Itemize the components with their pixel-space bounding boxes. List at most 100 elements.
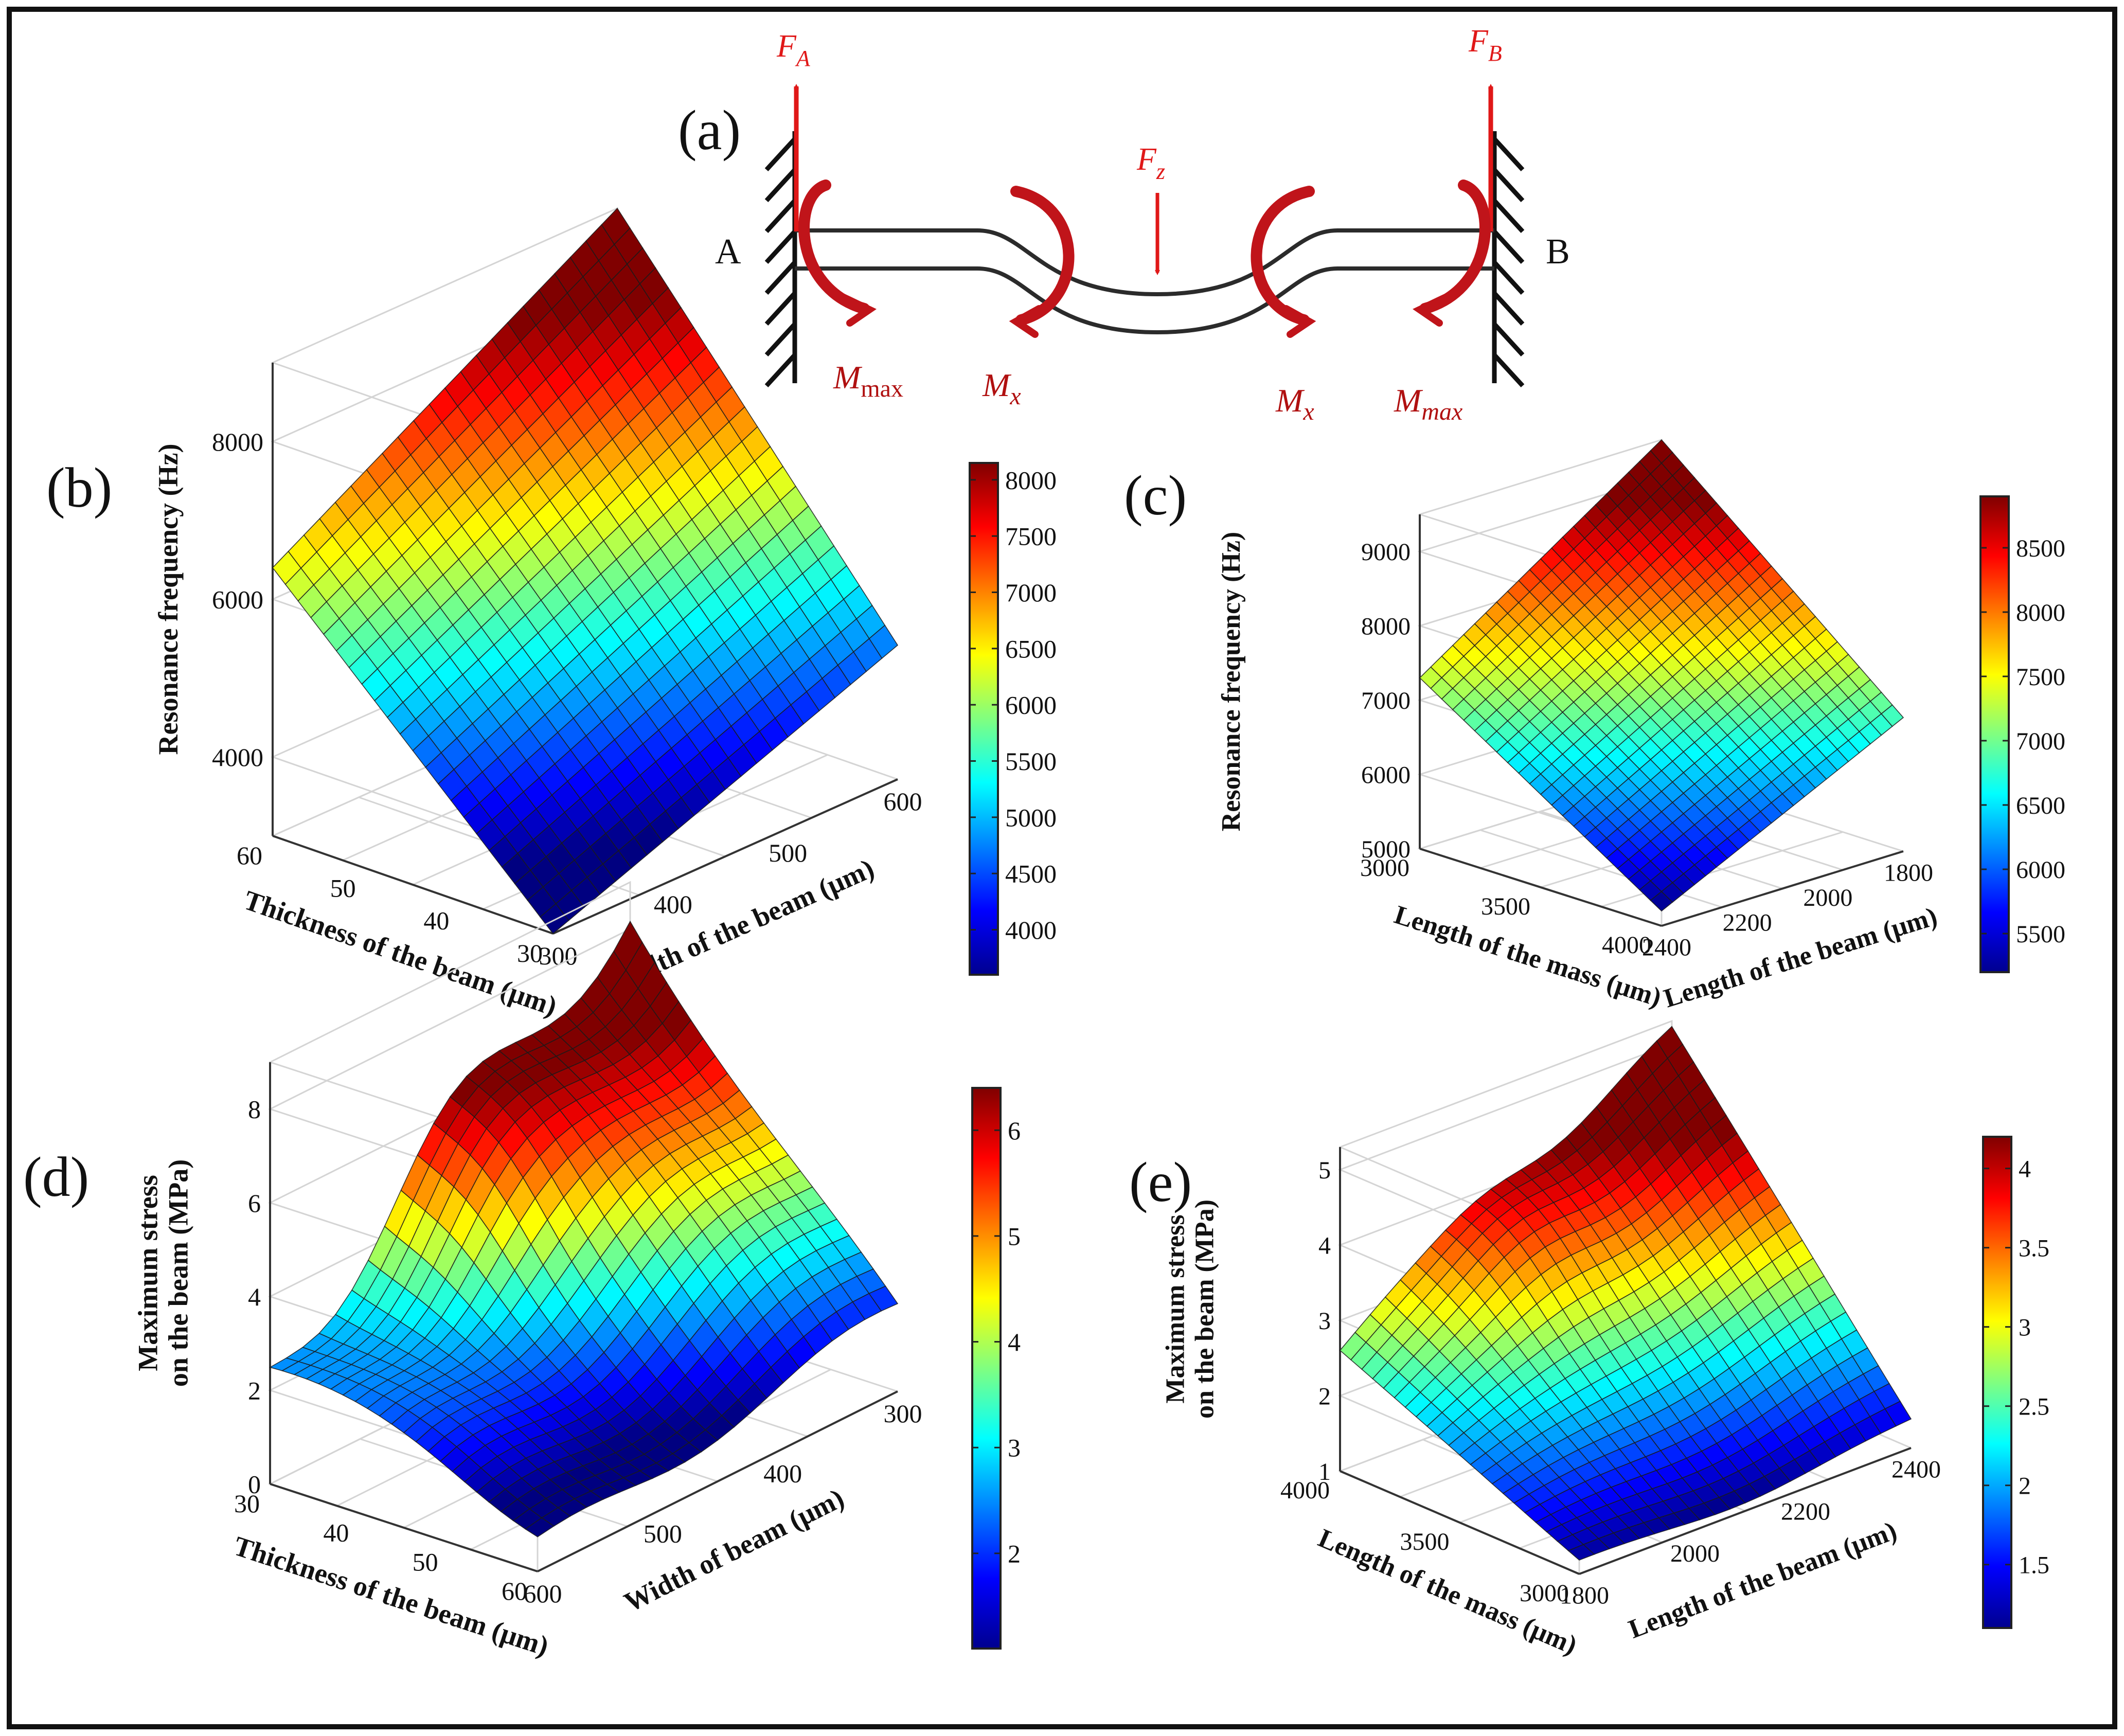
chart-d-xtick: 60 <box>502 1577 527 1605</box>
chart-b-axis-x <box>272 835 554 935</box>
force-b-label: FB <box>1468 24 1502 66</box>
chart-d-ztick: 6 <box>248 1189 261 1218</box>
moment-left-x-label: Mx <box>982 367 1021 410</box>
chart-d-ztick: 8 <box>248 1095 261 1124</box>
chart-e-colorbar-tick: 3.5 <box>2019 1234 2049 1262</box>
support-b-label: B <box>1546 232 1570 272</box>
chart-b-ytick: 500 <box>769 838 807 867</box>
chart-c-colorbar-tick: 8500 <box>2016 535 2065 562</box>
force-a-label: FA <box>776 29 811 71</box>
chart-b-ztick: 6000 <box>212 585 263 614</box>
chart-d-ytick: 600 <box>524 1579 562 1608</box>
moment-arrow-right-x <box>1251 186 1316 338</box>
chart-d-xtick: 40 <box>323 1518 349 1547</box>
chart-b-colorbar-tick: 4500 <box>1005 860 1057 888</box>
wall-right <box>1492 131 1525 388</box>
chart-d-ytick: 400 <box>763 1459 802 1488</box>
chart-c-ztick: 9000 <box>1361 539 1411 566</box>
chart-c-colorbar-tick: 6500 <box>2016 792 2065 819</box>
chart-b-colorbar: 4000 4500 5000 5500 6000 6500 7000 7500 8000 <box>969 462 1057 976</box>
chart-e-ztick: 2 <box>1318 1383 1331 1410</box>
chart-b-colorbar-tick: 6500 <box>1005 634 1057 663</box>
panel-label-d: (d) <box>23 1146 89 1208</box>
chart-b-ytick: 600 <box>884 787 922 816</box>
chart-b-axis-y <box>552 778 898 935</box>
chart-c-colorbar: 5500 6000 6500 7000 7500 8000 8500 <box>1979 495 2065 973</box>
chart-b-zlabel: Resonance frequency (Hz) <box>153 444 184 755</box>
chart-d-ytick: 500 <box>644 1519 682 1548</box>
chart-b-colorbar-tick: 5000 <box>1005 803 1057 832</box>
chart-c-surface <box>1419 439 1904 912</box>
wall-left <box>764 131 797 388</box>
beam-top-edge <box>795 228 1494 297</box>
chart-c-ytick: 2200 <box>1723 909 1772 936</box>
chart-e-xtick: 3000 <box>1520 1580 1569 1607</box>
chart-e-surface-patch <box>1884 1401 1912 1427</box>
chart-e-ztick: 4 <box>1318 1232 1331 1259</box>
chart-c-ztick: 8000 <box>1361 613 1411 640</box>
chart-b-xtick: 40 <box>423 906 449 935</box>
chart-d-ylabel: Width of beam (μm) <box>619 1482 849 1618</box>
chart-d-surface-patch <box>868 1285 899 1312</box>
chart-c-ylabel: Length of the beam (μm) <box>1661 902 1941 1013</box>
chart-e-colorbar: 1.5 2 2.5 3 3.5 4 <box>1982 1136 2049 1629</box>
chart-d-axis-y <box>537 1390 898 1572</box>
chart-c-ytick: 2000 <box>1803 884 1852 911</box>
chart-e-colorbar-tick: 3 <box>2019 1314 2031 1341</box>
chart-e-ztick: 5 <box>1318 1157 1331 1184</box>
chart-b-colorbar-tick: 7500 <box>1005 522 1057 551</box>
moment-arrow-left-x <box>1009 186 1075 338</box>
chart-c-colorbar-tick: 7000 <box>2016 728 2065 755</box>
chart-d-xtick: 50 <box>413 1547 438 1576</box>
chart-d-ztick: 4 <box>248 1282 261 1311</box>
moment-arrow-left-max <box>798 180 877 327</box>
chart-b-surface-patch <box>868 624 899 659</box>
chart-b-colorbar-tick: 5500 <box>1005 747 1057 776</box>
chart-e-ylabel: Length of the beam (μm) <box>1625 1516 1901 1644</box>
chart-b-colorbar-tick: 4000 <box>1005 916 1057 944</box>
panel-label-b: (b) <box>46 456 112 519</box>
panel-label-e: (e) <box>1129 1151 1192 1213</box>
chart-d-colorbar-tick: 3 <box>1008 1434 1021 1462</box>
moment-arrow-right-max <box>1413 180 1491 327</box>
chart-d-ytick: 300 <box>884 1399 922 1428</box>
chart-e-colorbar-tick: 2 <box>2019 1473 2031 1500</box>
panel-a: (a) A B FA FB Fz <box>678 24 1570 425</box>
figure-border <box>7 7 2117 1729</box>
chart-d-colorbar-tick: 6 <box>1008 1116 1021 1145</box>
chart-c-zlabel: Resonance frequency (Hz) <box>1217 532 1246 832</box>
chart-c-ztick: 7000 <box>1361 687 1411 714</box>
chart-c-colorbar-tick: 8000 <box>2016 599 2065 627</box>
beam-bottom-edge <box>795 266 1494 335</box>
chart-e-ytick: 2200 <box>1781 1498 1830 1525</box>
chart-e-axis-x <box>1340 1470 1580 1575</box>
chart-d-zlabel: Maximum stresson the beam (MPa) <box>132 1159 193 1387</box>
chart-e-ztick: 1 <box>1318 1458 1331 1486</box>
moment-right-max-label: Mmax <box>1394 382 1462 425</box>
chart-b-xtick: 50 <box>330 873 356 902</box>
chart-c-xtick: 3000 <box>1360 854 1409 882</box>
panel-label-a: (a) <box>678 99 741 162</box>
moment-left-max-label: Mmax <box>833 359 903 402</box>
chart-e-ytick: 2000 <box>1670 1540 1720 1567</box>
chart-c-xtick: 3500 <box>1481 893 1530 920</box>
chart-c-ztick: 5000 <box>1361 836 1411 863</box>
chart-b-colorbar-tick: 7000 <box>1005 578 1057 607</box>
chart-e-colorbar-tick: 4 <box>2019 1155 2031 1183</box>
chart-e-ytick: 2400 <box>1891 1456 1941 1483</box>
chart-c-ytick: 1800 <box>1884 860 1933 887</box>
chart-d-ztick: 2 <box>248 1376 261 1405</box>
chart-d-colorbar-tick: 5 <box>1008 1222 1021 1250</box>
chart-d-xtick: 30 <box>234 1489 260 1518</box>
chart-e-colorbar-tick: 2.5 <box>2019 1393 2049 1421</box>
chart-b-colorbar-tick: 6000 <box>1005 691 1057 720</box>
chart-b-xtick: 60 <box>237 841 262 870</box>
chart-c-colorbar-tick: 5500 <box>2016 921 2065 948</box>
chart-c-colorbar-tick: 7500 <box>2016 664 2065 691</box>
chart-c-colorbar-tick: 6000 <box>2016 856 2065 884</box>
chart-b-resonance-vs-beam-size: 40006000800060504030300400500600Thicknes… <box>153 207 1057 1022</box>
chart-e-xtick: 3500 <box>1400 1528 1450 1555</box>
chart-b-ztick: 8000 <box>212 427 263 456</box>
